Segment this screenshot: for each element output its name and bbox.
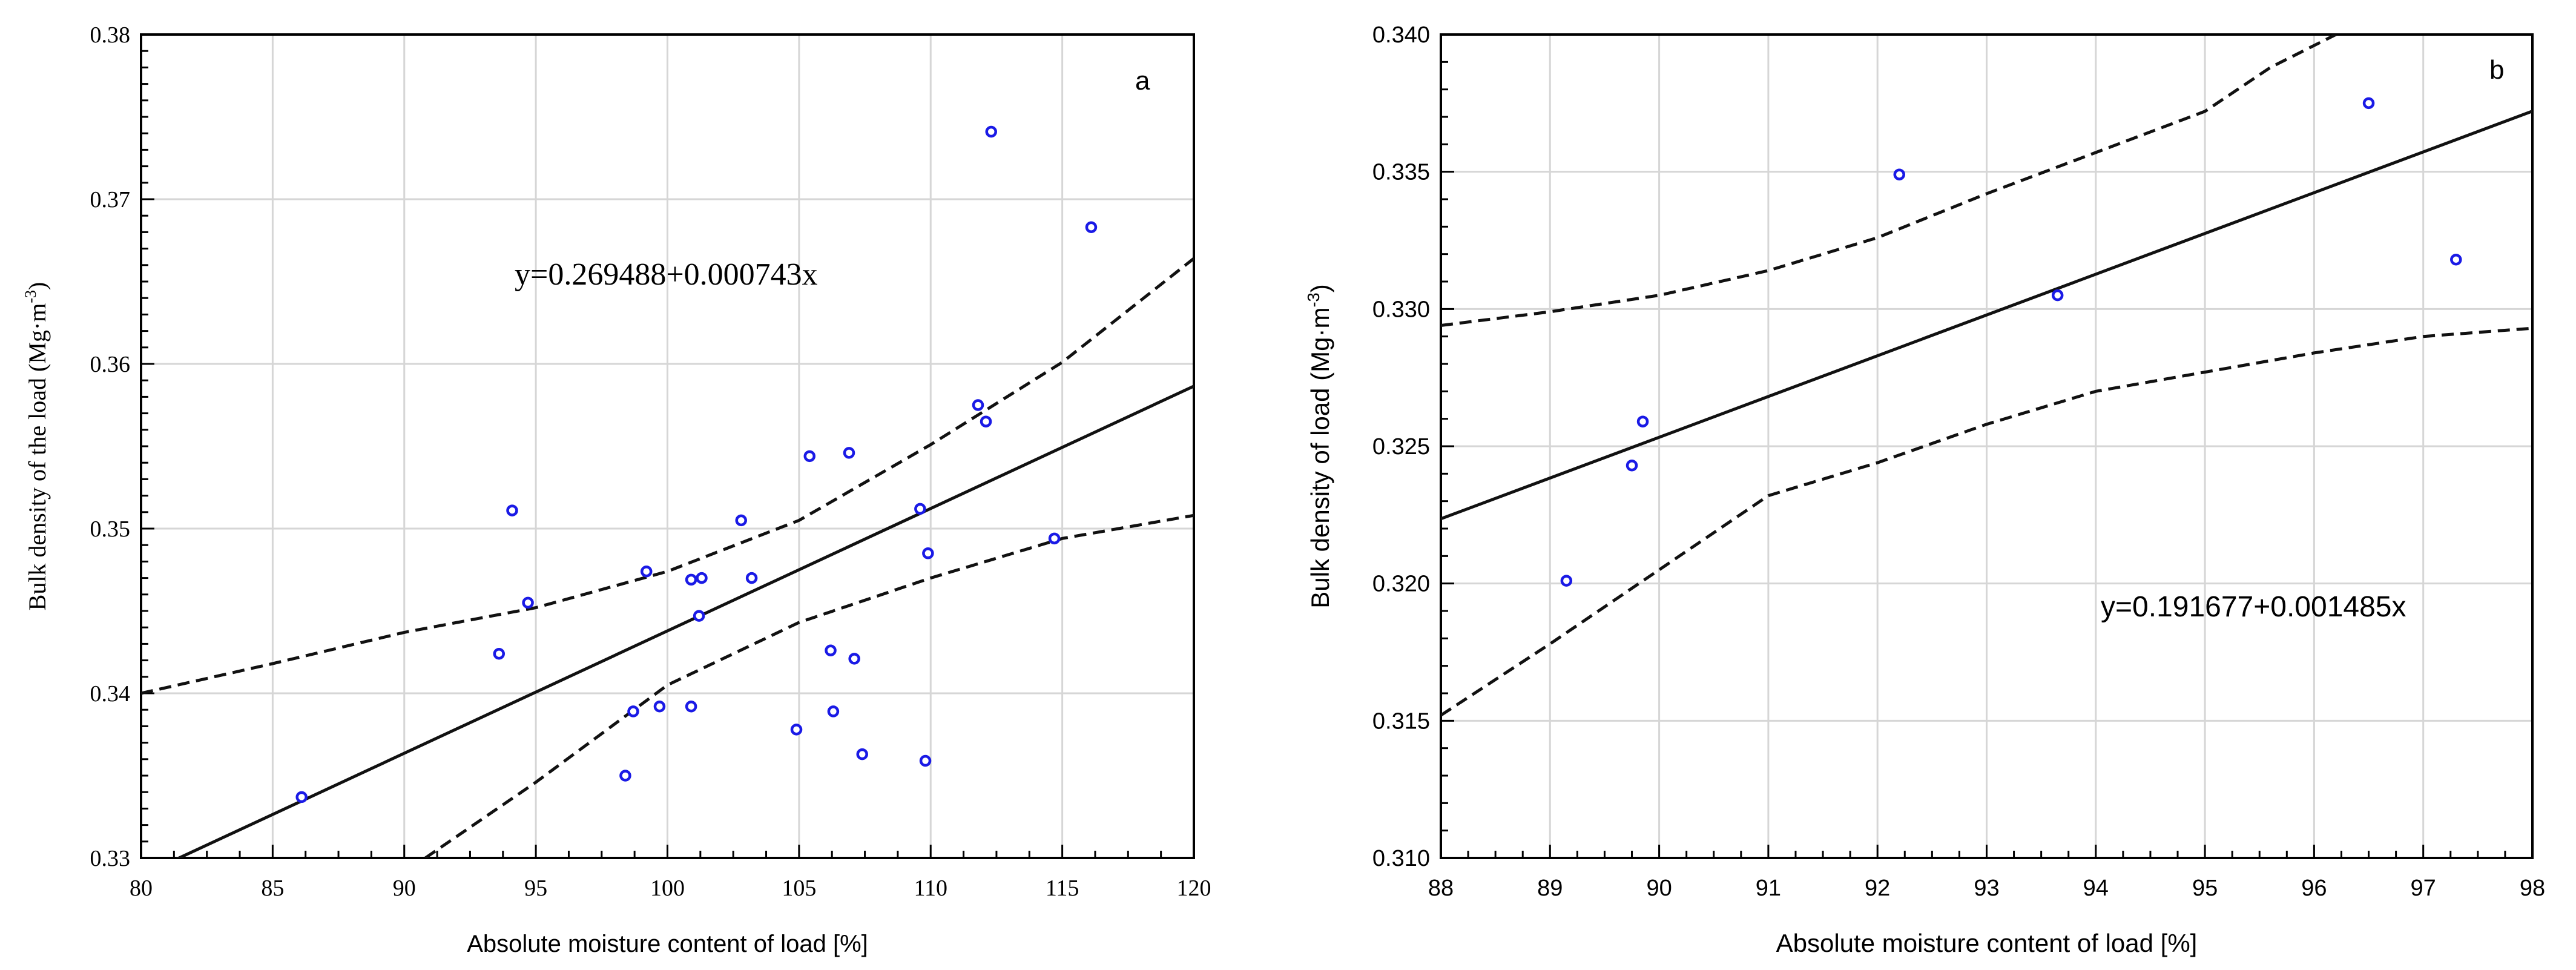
data-point	[2450, 253, 2462, 266]
y-tick-label: 0.335	[1372, 160, 1430, 185]
y-tick-label: 0.340	[1372, 22, 1430, 48]
y-tick-label: 0.33	[90, 846, 131, 871]
data-point	[693, 610, 705, 622]
y-tick-label: 0.36	[90, 352, 131, 377]
x-tick-label: 115	[1046, 876, 1079, 901]
x-tick-label: 89	[1537, 876, 1563, 901]
data-point	[735, 514, 747, 527]
data-point	[627, 705, 639, 718]
y-tick-label: 0.310	[1372, 846, 1430, 871]
data-point	[1893, 168, 1906, 180]
y-axis-label: Bulk density of load (Mg·m-3)	[1304, 284, 1334, 608]
x-tick-label: 105	[782, 876, 816, 901]
data-point	[848, 653, 860, 665]
regression-line	[1441, 110, 2532, 521]
data-point	[1048, 532, 1061, 545]
x-tick-label: 92	[1865, 876, 1890, 901]
x-tick-label: 97	[2411, 876, 2436, 901]
x-tick-label: 95	[524, 876, 547, 901]
data-point	[843, 447, 855, 459]
x-tick-label: 91	[1756, 876, 1781, 901]
data-point	[506, 504, 518, 516]
x-tick-label: 120	[1177, 876, 1211, 901]
data-point	[1636, 415, 1649, 427]
data-point	[745, 572, 758, 584]
regression-equation: y=0.191677+0.001485x	[2101, 591, 2406, 623]
x-tick-label: 95	[2192, 876, 2218, 901]
y-tick-label: 0.320	[1372, 572, 1430, 597]
plot-frame	[1440, 33, 2534, 859]
x-tick-label: 110	[914, 876, 947, 901]
x-tick-label: 90	[393, 876, 416, 901]
x-tick-label: 80	[130, 876, 153, 901]
data-point	[919, 754, 932, 767]
data-point	[985, 125, 997, 138]
x-axis-label: Absolute moisture content of load [%]	[1776, 929, 2198, 957]
data-point	[914, 503, 926, 515]
x-tick-label: 90	[1646, 876, 1672, 901]
x-tick-label: 94	[2083, 876, 2109, 901]
data-point	[685, 573, 697, 586]
data-point	[856, 748, 868, 760]
data-point	[1626, 459, 1638, 472]
x-tick-label: 88	[1428, 876, 1454, 901]
confidence-band-upper	[1441, 35, 2337, 327]
plot-frame	[140, 33, 1195, 859]
data-point	[2362, 97, 2375, 110]
y-tick-label: 0.315	[1372, 708, 1430, 734]
x-tick-label: 96	[2301, 876, 2327, 901]
y-tick-label: 0.325	[1372, 434, 1430, 460]
x-axis-label: Absolute moisture content of load [%]	[467, 931, 868, 957]
data-point	[922, 547, 934, 559]
data-point	[827, 705, 840, 718]
regression-line	[175, 384, 1194, 858]
chart-panel-a: 80 85 90 95 100 105 110 115 120 0.33 0.34 0.35 0.36 0…	[22, 22, 1211, 957]
data-point	[295, 791, 308, 803]
chart-panel-b: 88 89 90 91 92 93 94 95 96 97 98 0.310 0.315 0.320 0.3…	[1304, 22, 2545, 957]
data-point	[790, 724, 803, 736]
data-point	[640, 565, 653, 578]
data-point	[522, 596, 534, 609]
x-tick-label: 100	[650, 876, 685, 901]
x-tick-label: 85	[261, 876, 284, 901]
data-point	[653, 701, 666, 713]
data-point	[696, 572, 708, 584]
y-tick-label: 0.34	[90, 681, 131, 707]
y-tick-label: 0.35	[90, 516, 131, 542]
y-axis-label: Bulk density of the load (Mg·m-3)	[22, 282, 51, 611]
x-tick-label: 98	[2520, 876, 2545, 901]
panel-label: a	[1135, 66, 1150, 96]
x-tick-label: 93	[1974, 876, 1999, 901]
data-point	[2051, 289, 2064, 302]
data-point	[980, 415, 992, 427]
data-point	[493, 647, 506, 660]
confidence-band-upper	[141, 257, 1194, 695]
data-point	[1085, 221, 1098, 233]
data-point	[619, 770, 631, 782]
data-point	[972, 399, 984, 411]
data-point	[685, 701, 697, 713]
confidence-band-lower	[424, 513, 1194, 858]
data-point	[825, 644, 837, 657]
y-tick-label: 0.37	[90, 187, 131, 213]
confidence-band-lower	[1441, 326, 2532, 717]
y-tick-label: 0.330	[1372, 297, 1430, 322]
panel-label: b	[2489, 55, 2504, 85]
y-tick-label: 0.38	[90, 22, 131, 48]
data-point	[1560, 575, 1573, 587]
regression-equation: y=0.269488+0.000743x	[515, 257, 818, 292]
data-point	[803, 450, 816, 463]
